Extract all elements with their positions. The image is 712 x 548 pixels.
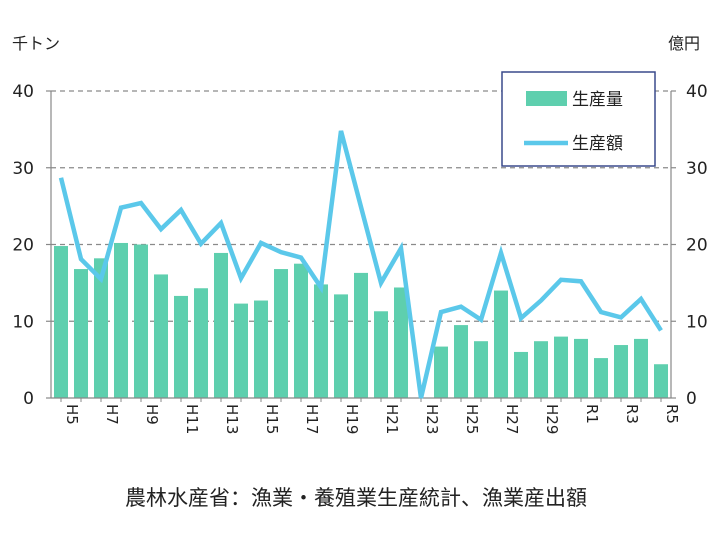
right-tick-label: 20 xyxy=(686,236,708,256)
right-tick-label: 0 xyxy=(686,389,697,409)
right-tick-label: 10 xyxy=(686,312,708,332)
bar-H26 xyxy=(474,341,488,398)
left-tick-label: 40 xyxy=(12,82,34,102)
bar-H17 xyxy=(294,264,308,398)
bar-R3 xyxy=(614,345,628,398)
bar-H24 xyxy=(434,347,448,398)
bar-H6 xyxy=(74,269,88,398)
x-tick-label: H11 xyxy=(183,404,201,434)
bar-H19 xyxy=(334,294,348,398)
x-tick-label: H7 xyxy=(103,404,121,425)
bar-H25 xyxy=(454,325,468,398)
right-tick-label: 40 xyxy=(686,82,708,102)
x-tick-label: H15 xyxy=(263,404,281,434)
bar-H8 xyxy=(114,243,128,398)
bar-H10 xyxy=(154,274,168,398)
legend-swatch-生産量 xyxy=(526,91,567,106)
left-tick-label: 20 xyxy=(12,236,34,256)
bar-H14 xyxy=(234,304,248,398)
bar-H5 xyxy=(54,246,68,398)
right-tick-label: 30 xyxy=(686,159,708,179)
x-tick-label: H19 xyxy=(343,404,361,434)
x-tick-label: H21 xyxy=(383,404,401,434)
bar-H27 xyxy=(494,291,508,398)
left-unit-label: 千トン xyxy=(12,34,60,53)
bar-H30 xyxy=(554,337,568,398)
x-tick-label: R3 xyxy=(623,404,641,424)
x-tick-label: H5 xyxy=(63,404,81,425)
x-tick-label: R1 xyxy=(583,404,601,424)
x-tick-label: H17 xyxy=(303,404,321,434)
left-tick-label: 30 xyxy=(12,159,34,179)
x-tick-label: R5 xyxy=(663,404,681,424)
legend-label-生産額: 生産額 xyxy=(572,134,623,154)
bar-R2 xyxy=(594,358,608,398)
x-tick-label: H29 xyxy=(543,404,561,434)
x-tick-label: H25 xyxy=(463,404,481,434)
legend-label-生産量: 生産量 xyxy=(572,90,623,110)
bar-H28 xyxy=(514,352,528,398)
bar-R5 xyxy=(654,364,668,398)
bar-H18 xyxy=(314,284,328,398)
bar-R1 xyxy=(574,339,588,398)
x-tick-label: H23 xyxy=(423,404,441,434)
right-unit-label: 億円 xyxy=(668,34,700,53)
bar-H16 xyxy=(274,269,288,398)
bar-H12 xyxy=(194,288,208,398)
left-tick-label: 0 xyxy=(23,389,34,409)
bar-H13 xyxy=(214,253,228,398)
bar-R4 xyxy=(634,339,648,398)
bar-H22 xyxy=(394,287,408,398)
bar-H11 xyxy=(174,296,188,398)
x-tick-label: H27 xyxy=(503,404,521,434)
bar-H15 xyxy=(254,301,268,398)
x-tick-label: H9 xyxy=(143,404,161,425)
bar-H21 xyxy=(374,311,388,398)
bar-H20 xyxy=(354,273,368,398)
bar-H29 xyxy=(534,341,548,398)
source-caption: 農林水産省：漁業・養殖業生産統計、漁業産出額 xyxy=(0,482,712,512)
x-tick-label: H13 xyxy=(223,404,241,434)
left-tick-label: 10 xyxy=(12,312,34,332)
bar-H9 xyxy=(134,245,148,399)
